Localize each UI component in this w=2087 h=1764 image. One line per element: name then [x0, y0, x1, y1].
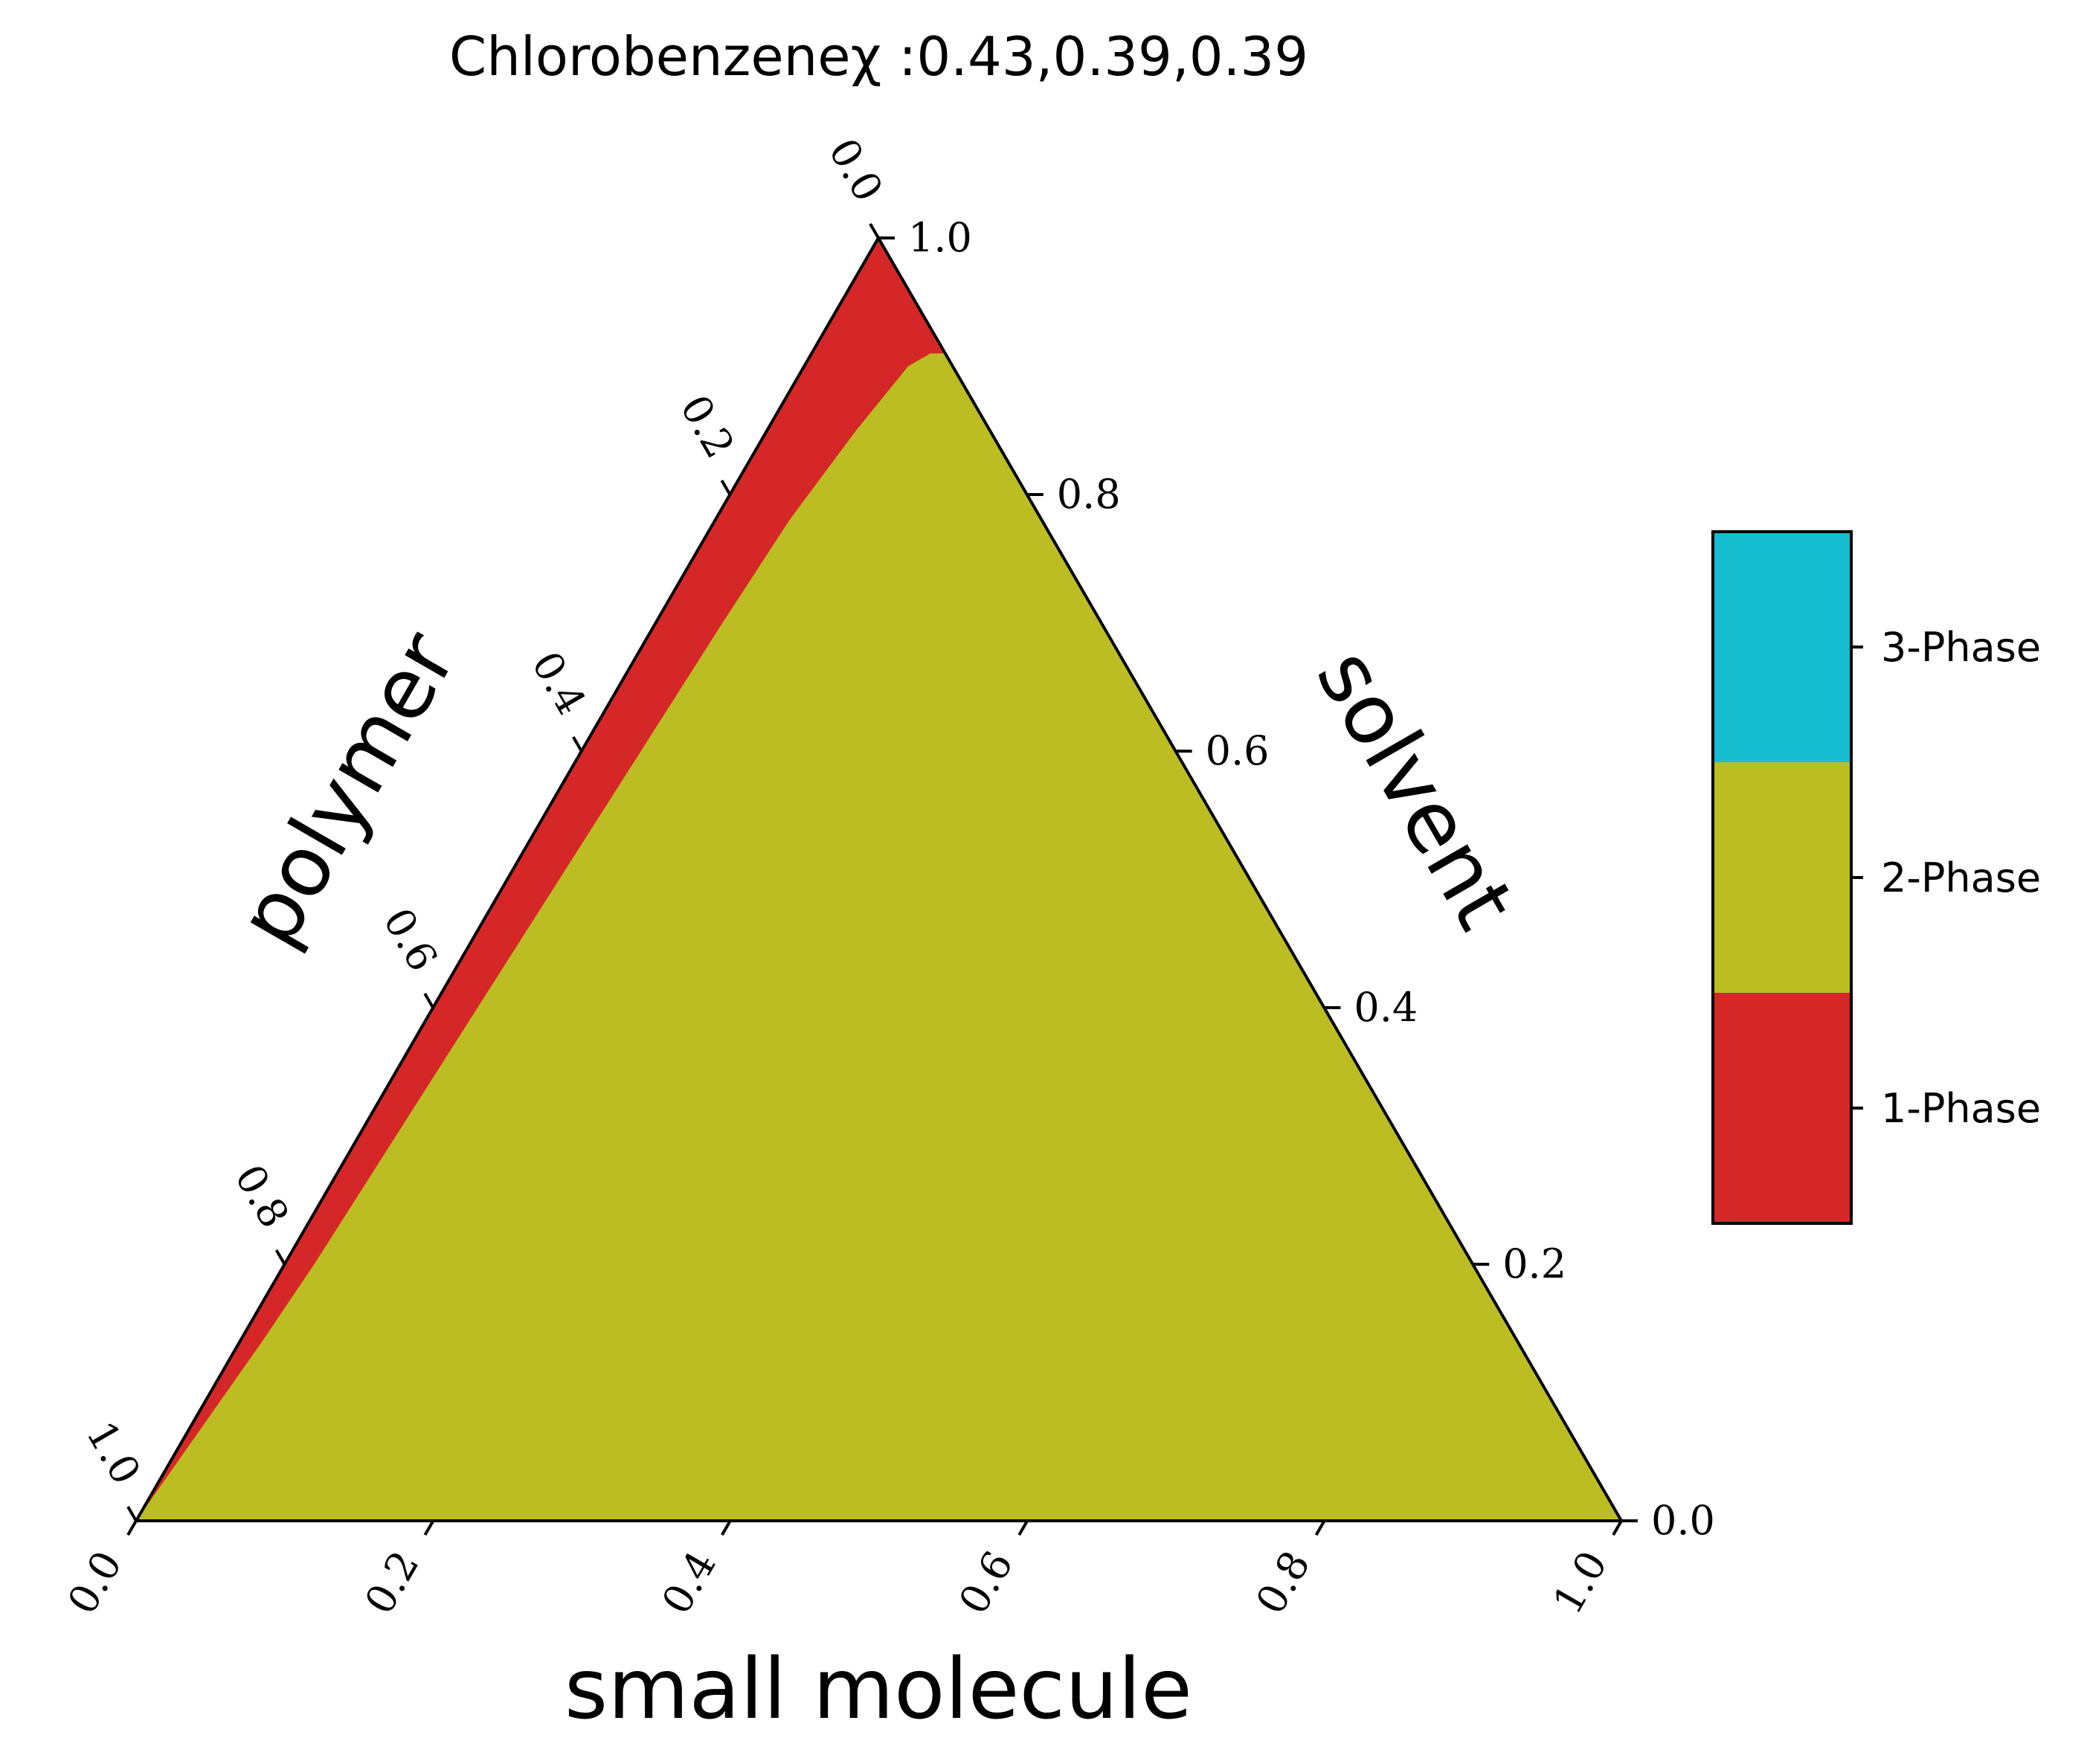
legend-swatch: [1713, 532, 1851, 762]
bottom-axis-tick-label: 0.8: [1247, 1543, 1319, 1622]
legend-label: 1-Phase: [1881, 1085, 2041, 1132]
right-axis-tick-label: 0.4: [1354, 984, 1418, 1031]
legend-swatch: [1713, 993, 1851, 1223]
bottom-axis-tick-label: 0.6: [950, 1543, 1023, 1622]
triangle-frame: [133, 235, 1624, 1522]
left-axis-tick-label: 0.8: [225, 1157, 298, 1236]
left-axis-tick: [423, 992, 434, 1009]
right-axis-tick-label: 0.6: [1206, 727, 1270, 774]
left-axis-tick: [869, 222, 880, 239]
right-axis-tick-label: 1.0: [908, 214, 972, 261]
left-axis-tick: [720, 479, 732, 496]
bottom-axis-tick-label: 1.0: [1544, 1543, 1617, 1622]
right-axis-tick-label: 0.8: [1057, 471, 1121, 518]
bottom-axis-tick: [126, 1519, 138, 1536]
left-axis-tick: [274, 1249, 286, 1266]
legend-label: 2-Phase: [1881, 854, 2041, 901]
bottom-axis-tick: [721, 1519, 732, 1536]
left-axis-tick: [126, 1505, 138, 1522]
left-axis-tick-label: 0.2: [671, 387, 744, 466]
bottom-axis-tick-label: 0.0: [59, 1543, 132, 1622]
legend-frame: [1711, 530, 1853, 1225]
chart-title: Chlorobenzeneχ :0.43,0.39,0.39: [448, 25, 1309, 88]
right-axis-tick-label: 0.2: [1502, 1240, 1566, 1287]
bottom-axis-title: small molecule: [565, 1641, 1192, 1738]
right-axis-tick-label: 0.0: [1651, 1497, 1715, 1544]
bottom-axis-tick: [423, 1519, 435, 1536]
legend-swatch: [1713, 762, 1851, 993]
bottom-axis-tick-label: 0.2: [356, 1543, 428, 1622]
left-axis-title: polymer: [220, 616, 476, 962]
bottom-axis-tick: [1314, 1519, 1326, 1536]
left-axis-tick-label: 1.0: [77, 1414, 150, 1493]
bottom-axis-tick: [1612, 1519, 1623, 1536]
legend-label: 3-Phase: [1881, 624, 2041, 671]
left-axis-tick-label: 0.6: [374, 901, 447, 979]
bottom-axis-tick: [1017, 1519, 1029, 1536]
left-axis-tick-label: 0.4: [523, 644, 596, 723]
left-axis-tick-label: 0.0: [820, 131, 893, 210]
left-axis-tick: [572, 735, 583, 753]
bottom-axis-tick-label: 0.4: [653, 1543, 726, 1622]
right-axis-title: solvent: [1298, 634, 1534, 944]
phase-region-2-phase: [136, 353, 1621, 1521]
